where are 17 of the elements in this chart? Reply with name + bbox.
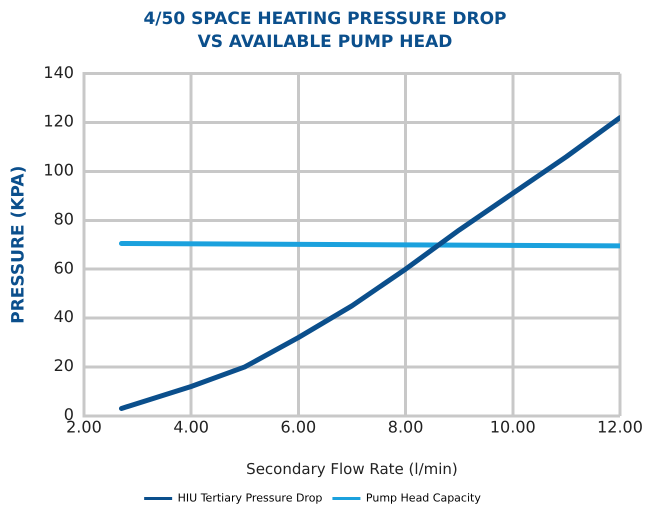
y-tick-label: 80	[54, 209, 74, 228]
x-tick-label: 6.00	[280, 418, 316, 437]
x-axis-title: Secondary Flow Rate (l/min)	[246, 460, 458, 478]
y-tick-label: 140	[43, 62, 74, 82]
x-tick-label: 8.00	[388, 418, 424, 437]
y-tick-label: 20	[54, 356, 74, 376]
y-tick-label: 100	[43, 160, 74, 180]
y-tick-label: 120	[43, 112, 74, 131]
y-tick-label: 40	[54, 307, 74, 326]
x-tick-label: 10.00	[490, 418, 536, 437]
legend-label: HIU Tertiary Pressure Drop	[178, 491, 322, 504]
y-tick-label: 60	[54, 258, 74, 278]
chart-title: 4/50 SPACE HEATING PRESSURE DROP VS AVAILABLE PUMP HEAD	[142, 8, 508, 54]
legend-label: Pump Head Capacity	[366, 491, 482, 504]
y-axis-title: PRESSURE (KPA)	[8, 166, 29, 324]
x-tick-label: 4.00	[173, 418, 209, 437]
x-tick-label: 12.00	[597, 418, 643, 437]
